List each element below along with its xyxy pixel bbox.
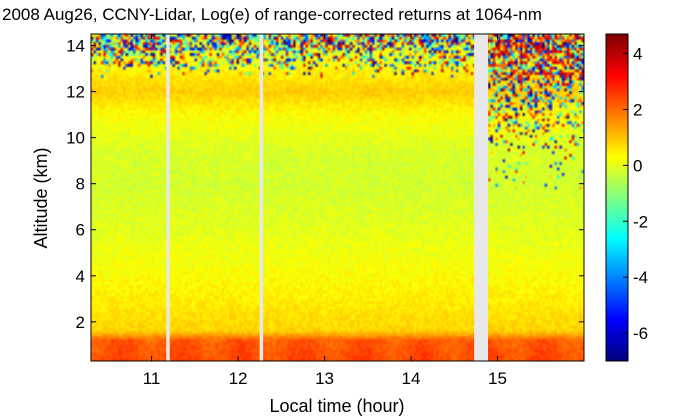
x-tick-label: 15: [488, 369, 507, 388]
colorbar-tick-label: -2: [633, 212, 648, 231]
colorbar-tick-label: 4: [633, 45, 642, 64]
colorbar-tick-label: 2: [633, 100, 642, 119]
data-gap: [474, 34, 488, 361]
x-axis: 11 12 13 14 15: [143, 34, 507, 388]
y-tick-label: 12: [66, 83, 85, 102]
y-axis: 2 4 6 8 10 12 14: [66, 37, 584, 332]
colorbar-tick-label: -4: [633, 268, 648, 287]
colorbar-image: [606, 34, 628, 361]
data-gap: [166, 34, 170, 361]
colorbar-ticks: 4 2 0 -2 -4 -6: [623, 45, 648, 343]
heatmap-area: [90, 33, 585, 362]
colorbar-tick-label: 0: [633, 156, 642, 175]
colorbar: 4 2 0 -2 -4 -6: [605, 33, 648, 362]
y-tick-label: 10: [66, 129, 85, 148]
heatmap-image: [91, 34, 584, 361]
data-gaps: [166, 34, 488, 361]
y-tick-label: 8: [76, 175, 85, 194]
colorbar-tick-label: -6: [633, 324, 648, 343]
y-tick-label: 6: [76, 221, 85, 240]
x-tick-label: 14: [402, 369, 421, 388]
x-tick-label: 12: [229, 369, 248, 388]
y-tick-label: 2: [76, 313, 85, 332]
y-tick-label: 4: [76, 267, 85, 286]
colorbar-frame: [605, 33, 629, 362]
data-gap: [259, 34, 264, 361]
x-tick-label: 13: [315, 369, 334, 388]
y-tick-label: 14: [66, 37, 85, 56]
plot-frame: [90, 33, 585, 362]
x-tick-label: 11: [143, 369, 161, 388]
y-axis-label: Altitude (km): [31, 147, 51, 248]
chart-title: 2008 Aug26, CCNY-Lidar, Log(e) of range-…: [2, 5, 542, 24]
x-axis-label: Local time (hour): [269, 396, 404, 416]
